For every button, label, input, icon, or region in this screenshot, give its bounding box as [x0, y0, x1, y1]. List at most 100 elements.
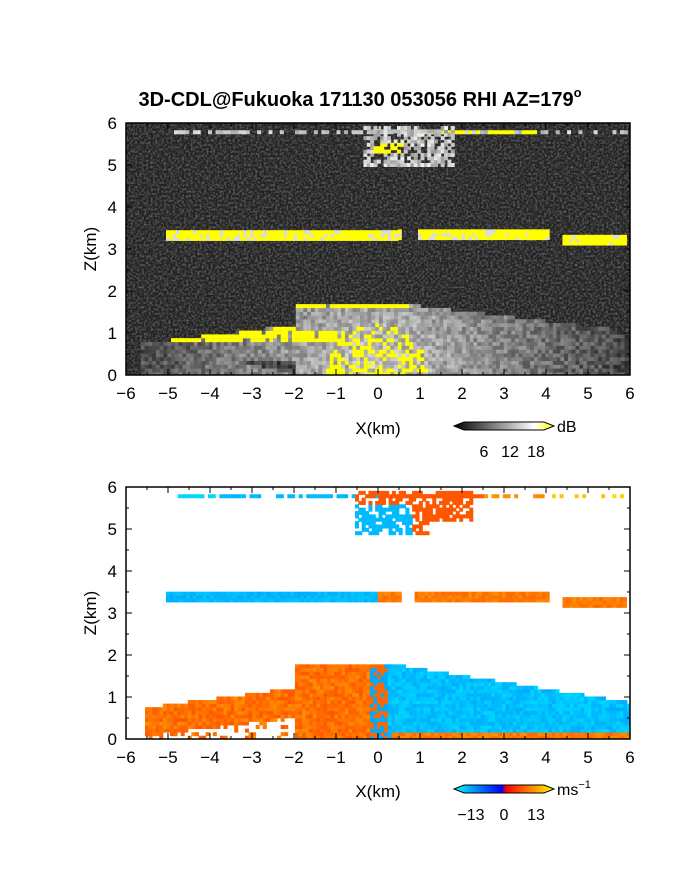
reflectivity-echo-cell — [594, 368, 599, 373]
reflectivity-echo-cell — [212, 334, 217, 339]
velocity-echo-cell — [612, 728, 617, 733]
reflectivity-echo-cell — [435, 357, 440, 362]
reflectivity-echo-cell — [284, 334, 289, 339]
reflectivity-echo-cell — [330, 236, 335, 241]
velocity-echo-cell — [491, 710, 496, 715]
velocity-echo-cell — [391, 721, 396, 726]
reflectivity-echo-cell — [348, 315, 353, 320]
velocity-echo-cell — [323, 707, 328, 712]
velocity-echo-cell — [409, 717, 414, 722]
velocity-echo-cell — [434, 598, 439, 603]
reflectivity-echo-cell — [231, 341, 236, 346]
reflectivity-echo-cell — [571, 334, 576, 339]
reflectivity-echo-cell — [390, 315, 395, 320]
reflectivity-echo-cell — [329, 372, 334, 375]
reflectivity-echo-cell — [431, 319, 436, 324]
reflectivity-echo-cell — [348, 372, 353, 375]
reflectivity-echo-cell — [412, 311, 417, 316]
velocity-echo-cell — [219, 700, 224, 705]
reflectivity-echo-cell — [409, 368, 414, 373]
velocity-echo-cell — [409, 678, 414, 683]
reflectivity-echo-cell — [409, 319, 414, 324]
velocity-echo-cell — [350, 595, 355, 600]
velocity-echo-cell — [444, 707, 449, 712]
velocity-echo-cell — [377, 707, 382, 712]
reflectivity-echo-cell — [292, 364, 296, 369]
reflectivity-echo-cell — [370, 149, 375, 154]
velocity-echo-cell — [227, 714, 232, 719]
reflectivity-echo-cell — [413, 136, 418, 141]
velocity-echo-cell — [348, 667, 353, 672]
reflectivity-echo-cell — [444, 126, 449, 131]
reflectivity-echo-cell — [434, 232, 439, 237]
velocity-echo-cell — [459, 696, 464, 701]
velocity-echo-cell — [584, 710, 589, 715]
velocity-echo-cell — [362, 728, 367, 733]
velocity-echo-cell — [384, 692, 389, 697]
velocity-echo-cell — [484, 728, 489, 733]
reflectivity-echo-cell — [428, 364, 433, 369]
velocity-echo-cell — [416, 678, 421, 683]
velocity-echo-cell — [594, 721, 599, 726]
reflectivity-echo-cell — [619, 238, 624, 243]
reflectivity-echo-cell — [189, 338, 194, 343]
reflectivity-echo-cell — [307, 364, 312, 369]
reflectivity-echo-cell — [496, 341, 501, 346]
reflectivity-echo-cell — [492, 357, 497, 362]
velocity-echo-cell — [487, 732, 492, 737]
reflectivity-echo-cell — [166, 230, 170, 235]
reflectivity-echo-cell — [450, 126, 455, 131]
reflectivity-echo-cell — [299, 341, 304, 346]
reflectivity-echo-cell — [549, 364, 554, 369]
velocity-echo-cell — [334, 721, 339, 726]
reflectivity-echo-cell — [450, 338, 455, 343]
velocity-echo-cell — [362, 714, 367, 719]
velocity-echo-cell — [419, 696, 424, 701]
reflectivity-echo-cell — [246, 236, 251, 241]
velocity-echo-cell — [573, 692, 578, 697]
reflectivity-echo-cell — [261, 341, 266, 346]
velocity-echo-cell — [255, 710, 260, 715]
reflectivity-echo-cell — [507, 357, 512, 362]
velocity-echo-cell — [294, 725, 299, 730]
reflectivity-echo-cell — [403, 126, 408, 131]
reflectivity-echo-cell — [485, 232, 490, 237]
velocity-echo-cell — [148, 728, 153, 733]
reflectivity-echo-cell — [206, 236, 211, 241]
velocity-echo-cell — [241, 717, 246, 722]
velocity-echo-cell — [330, 721, 335, 726]
reflectivity-echo-cell — [284, 345, 289, 350]
velocity-echo-cell — [412, 721, 417, 726]
reflectivity-echo-cell — [469, 349, 474, 354]
reflectivity-echo-cell — [177, 130, 182, 135]
velocity-echo-cell — [355, 710, 360, 715]
reflectivity-echo-cell — [583, 364, 588, 369]
reflectivity-echo-cell — [443, 326, 448, 331]
reflectivity-echo-cell — [594, 330, 599, 335]
reflectivity-echo-cell — [223, 345, 228, 350]
velocity-echo-cell — [505, 714, 510, 719]
reflectivity-echo-cell — [318, 315, 323, 320]
reflectivity-echo-cell — [412, 315, 417, 320]
reflectivity-echo-cell — [605, 364, 610, 369]
reflectivity-echo-cell — [428, 330, 433, 335]
reflectivity-echo-cell — [295, 323, 300, 328]
velocity-echo-cell — [380, 703, 385, 708]
reflectivity-echo-cell — [348, 319, 353, 324]
reflectivity-echo-cell — [473, 330, 478, 335]
velocity-echo-cell — [344, 735, 349, 739]
reflectivity-echo-cell — [182, 230, 187, 235]
velocity-echo-cell — [587, 717, 592, 722]
velocity-echo-cell — [430, 671, 435, 676]
velocity-echo-cell — [391, 591, 396, 596]
reflectivity-echo-cell — [522, 357, 527, 362]
velocity-echo-cell — [323, 667, 328, 672]
velocity-echo-cell — [373, 703, 378, 708]
reflectivity-echo-cell — [254, 345, 259, 350]
velocity-echo-cell — [409, 667, 414, 672]
velocity-echo-cell — [398, 692, 403, 697]
reflectivity-echo-cell — [261, 372, 266, 375]
velocity-echo-cell — [537, 721, 542, 726]
velocity-echo-cell — [384, 682, 389, 687]
reflectivity-echo-cell — [333, 338, 338, 343]
